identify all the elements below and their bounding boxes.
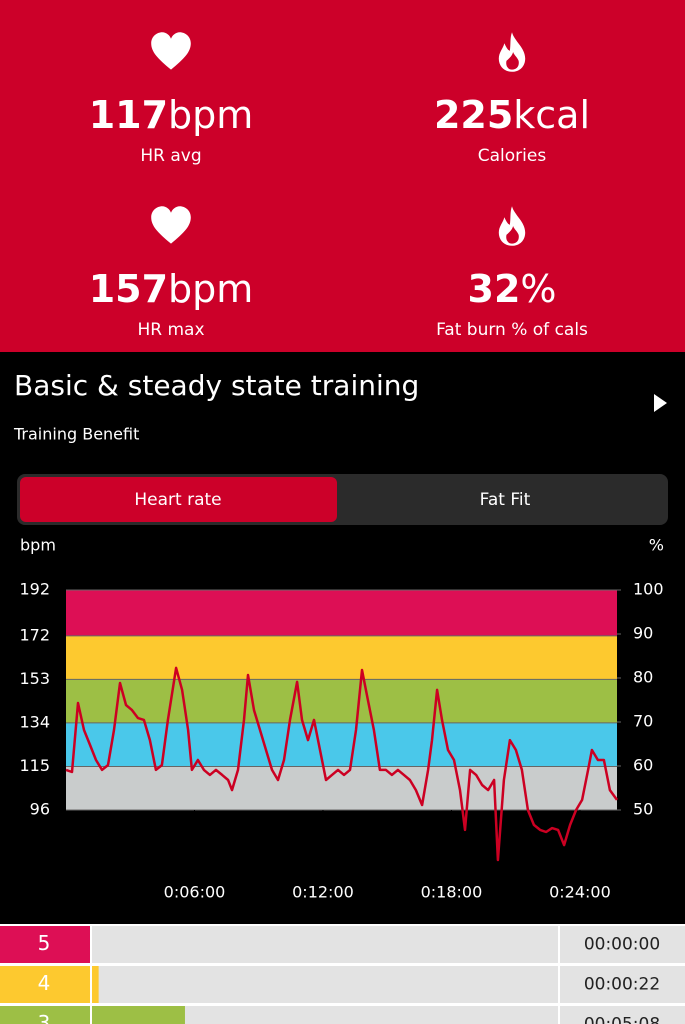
y-tick-label: 153 [19, 669, 50, 688]
stat-label: Calories [478, 146, 547, 166]
stats-panel [0, 0, 685, 352]
zone-bar [92, 1006, 185, 1024]
stat-unit: bpm [168, 93, 253, 137]
zone-time-cell [560, 926, 685, 963]
x-tick-label: 0:18:00 [421, 883, 483, 902]
y-tick-label: 192 [19, 580, 50, 599]
x-tick-label: 0:24:00 [549, 883, 611, 902]
zone-time-cell [560, 966, 685, 1003]
stat-label: HR max [137, 320, 204, 340]
zone-band [66, 635, 617, 680]
stat-value: 117bpm [89, 93, 254, 137]
y2-tick-label: 90 [633, 624, 653, 643]
stat-number: 157 [89, 267, 168, 311]
zone-time-cell [560, 1006, 685, 1024]
stat-label: HR avg [140, 146, 201, 166]
zone-time: 00:00:22 [584, 975, 660, 995]
zone-track [92, 966, 558, 1003]
stat-number: 32 [468, 267, 521, 311]
zone-track [92, 926, 558, 963]
y-tick-label: 134 [19, 712, 50, 731]
zone-swatch [0, 926, 90, 963]
training-subtitle: Training Benefit [13, 425, 139, 444]
zone-band [66, 679, 617, 723]
stat-value: 32% [468, 267, 557, 311]
y2-tick-label: 70 [633, 712, 653, 731]
tab-active[interactable] [20, 477, 337, 522]
stat-value: 157bpm [89, 267, 254, 311]
y-tick-label: 115 [19, 756, 50, 775]
zone-number: 5 [38, 931, 51, 955]
stat-unit: bpm [168, 267, 253, 311]
y2-tick-label: 50 [633, 800, 653, 819]
heart-rate-line [65, 666, 619, 862]
y2-axis-label: % [649, 536, 664, 555]
zone-track [92, 1006, 558, 1024]
stat-value: 225kcal [434, 93, 590, 137]
x-tick-label: 0:12:00 [292, 883, 354, 902]
zone-swatch [0, 1006, 90, 1024]
y2-tick-label: 80 [633, 668, 653, 687]
tab-label[interactable]: Fat Fit [480, 490, 531, 510]
y-tick-label: 172 [19, 625, 50, 644]
tab-label[interactable]: Heart rate [134, 490, 221, 510]
y2-tick-label: 100 [633, 580, 664, 599]
y-tick-label: 96 [30, 800, 50, 819]
training-title: Basic & steady state training [14, 369, 419, 402]
zone-band [66, 722, 617, 767]
stat-number: 225 [434, 93, 513, 137]
zone-bar [92, 966, 99, 1003]
zone-number: 3 [38, 1011, 51, 1024]
x-tick-label: 0:06:00 [164, 883, 226, 902]
y2-tick-label: 60 [633, 756, 653, 775]
next-arrow[interactable] [654, 394, 667, 412]
stat-number: 117 [89, 93, 168, 137]
y-axis-label: bpm [20, 536, 56, 555]
stat-unit: kcal [513, 93, 590, 137]
stat-label: Fat burn % of cals [436, 320, 588, 340]
zone-band [66, 590, 617, 636]
stat-unit: % [520, 267, 556, 311]
zone-number: 4 [38, 971, 51, 995]
zone-swatch [0, 966, 90, 1003]
zone-time: 00:00:00 [584, 935, 660, 955]
zone-time: 00:05:08 [584, 1015, 660, 1024]
